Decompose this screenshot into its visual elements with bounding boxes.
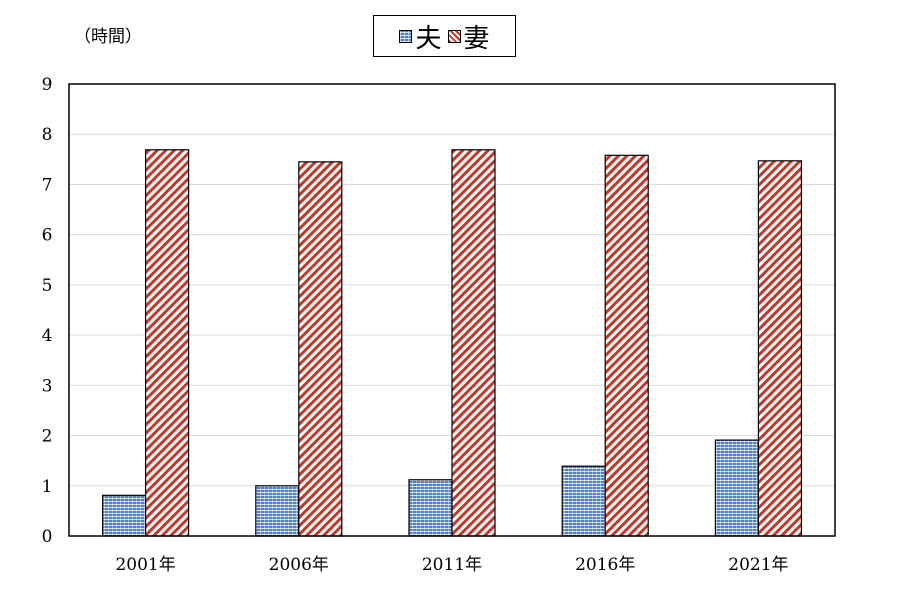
legend-label-wife: 妻 — [463, 23, 490, 54]
y-tick-label: 5 — [42, 276, 53, 296]
x-tick-label: 2006年 — [269, 555, 329, 575]
y-tick-label: 0 — [42, 527, 53, 547]
bar-wife — [451, 149, 496, 537]
y-tick-label: 7 — [42, 175, 53, 195]
y-tick-label: 1 — [42, 477, 53, 497]
legend-swatch-wife — [447, 29, 461, 43]
bar-husband — [101, 494, 147, 537]
bar-wife — [604, 154, 649, 537]
y-tick-label: 6 — [42, 226, 53, 246]
bar-wife — [298, 161, 343, 537]
x-tick-label: 2021年 — [728, 555, 788, 575]
bar-husband — [561, 465, 606, 537]
legend-item-wife: 妻 — [447, 18, 490, 55]
bar-husband — [714, 439, 760, 537]
bar-wife — [757, 160, 803, 537]
bar-husband — [408, 479, 453, 537]
bar-wife — [145, 149, 190, 537]
x-tick-label: 2001年 — [115, 555, 175, 575]
legend: 夫 妻 — [373, 15, 516, 57]
y-tick-label: 3 — [42, 376, 53, 396]
bar-husband — [255, 485, 300, 537]
y-tick-label: 8 — [42, 125, 53, 145]
y-tick-label: 9 — [42, 75, 53, 95]
y-tick-label: 4 — [42, 326, 53, 346]
legend-item-husband: 夫 — [399, 18, 442, 55]
x-tick-label: 2011年 — [422, 555, 482, 575]
y-axis-unit-label: （時間） — [74, 27, 142, 47]
legend-label-husband: 夫 — [415, 23, 442, 54]
x-tick-label: 2016年 — [575, 555, 635, 575]
legend-swatch-husband — [399, 29, 413, 43]
bars — [101, 149, 803, 537]
plot-area-border — [68, 83, 836, 537]
y-tick-label: 2 — [42, 427, 53, 447]
tick-labels: 0 1 2 3 4 5 6 7 8 9 2001年 2006年 2011年 2016年 2021年 — [42, 75, 789, 575]
